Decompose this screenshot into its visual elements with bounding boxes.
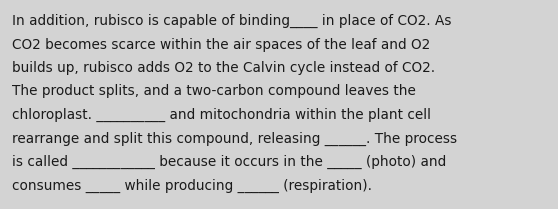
Text: In addition, rubisco is capable of binding____ in place of CO2. As: In addition, rubisco is capable of bindi… bbox=[12, 14, 451, 28]
Text: chloroplast. __________ and mitochondria within the plant cell: chloroplast. __________ and mitochondria… bbox=[12, 108, 431, 122]
Text: builds up, rubisco adds O2 to the Calvin cycle instead of CO2.: builds up, rubisco adds O2 to the Calvin… bbox=[12, 61, 435, 75]
Text: rearrange and split this compound, releasing ______. The process: rearrange and split this compound, relea… bbox=[12, 131, 457, 146]
Text: is called ____________ because it occurs in the _____ (photo) and: is called ____________ because it occurs… bbox=[12, 155, 446, 169]
Text: The product splits, and a two-carbon compound leaves the: The product splits, and a two-carbon com… bbox=[12, 84, 416, 98]
Text: consumes _____ while producing ______ (respiration).: consumes _____ while producing ______ (r… bbox=[12, 178, 372, 193]
Text: CO2 becomes scarce within the air spaces of the leaf and O2: CO2 becomes scarce within the air spaces… bbox=[12, 37, 430, 51]
